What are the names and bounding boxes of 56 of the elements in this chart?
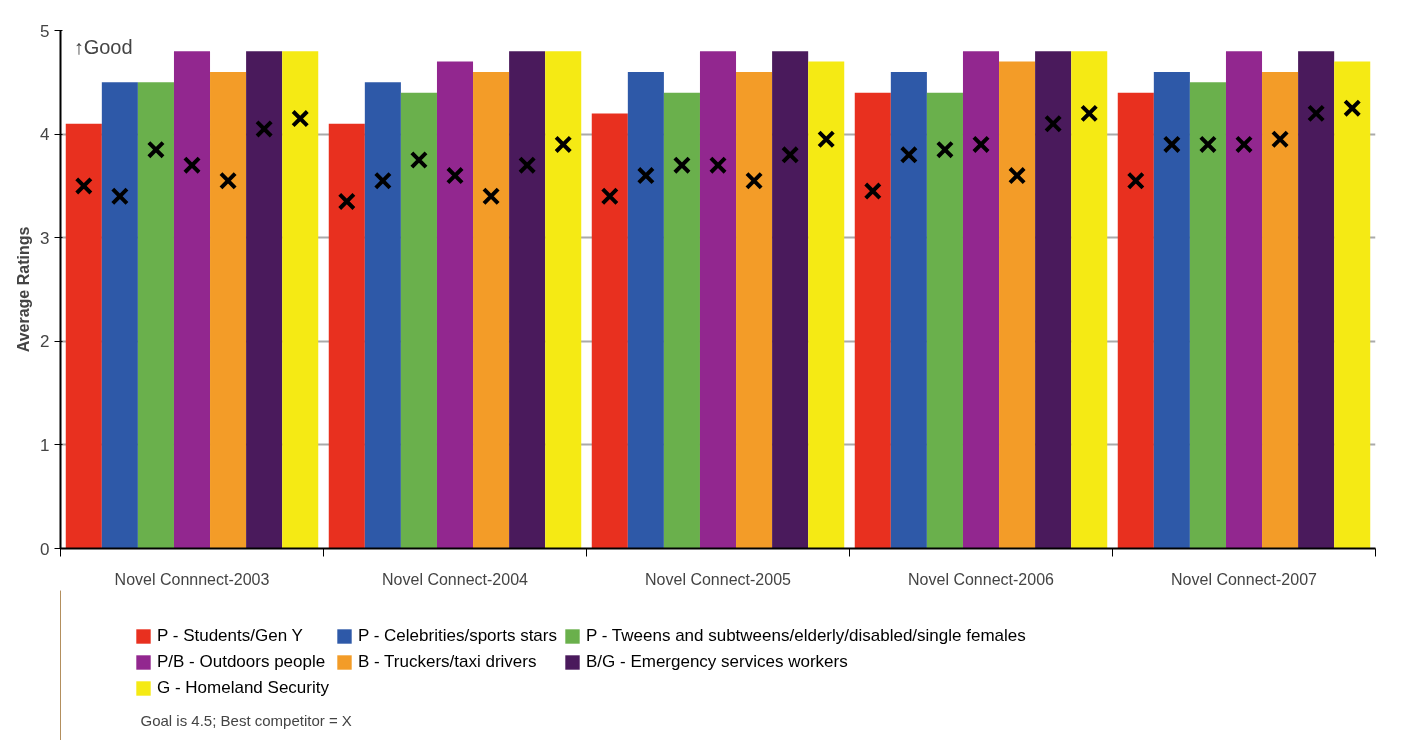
bar bbox=[436, 61, 474, 549]
bar bbox=[246, 51, 283, 549]
legend-label: P - Tweens and subtweens/elderly/disabled/single females bbox=[585, 626, 1026, 646]
x-tick-label: Novel Connect-2004 bbox=[382, 570, 529, 588]
legend-label: G - Homeland Security bbox=[157, 678, 329, 698]
bar bbox=[1071, 51, 1108, 549]
bar bbox=[1334, 61, 1371, 549]
bar bbox=[545, 51, 582, 549]
y-tick-label: 1 bbox=[40, 435, 50, 455]
bar bbox=[999, 61, 1036, 549]
legend-label: P/B - Outdoors people bbox=[157, 652, 326, 672]
y-tick-label: 0 bbox=[40, 539, 50, 559]
text: Goal is 4.5; Best competitor = X bbox=[140, 711, 352, 729]
bar bbox=[808, 61, 845, 549]
x-tick-label: Novel Connect-2006 bbox=[908, 570, 1055, 588]
legend-label: P - Celebrities/sports stars bbox=[357, 626, 557, 646]
bar bbox=[1225, 51, 1263, 549]
bar bbox=[627, 71, 664, 549]
bar bbox=[663, 92, 700, 549]
bar bbox=[1035, 51, 1072, 549]
bar bbox=[210, 71, 247, 549]
bar bbox=[1189, 82, 1226, 549]
bar bbox=[772, 51, 809, 549]
bar bbox=[736, 71, 773, 549]
legend-label: B/G - Emergency services workers bbox=[585, 652, 848, 672]
bar bbox=[962, 51, 1000, 549]
bar bbox=[591, 113, 628, 549]
bar bbox=[328, 123, 365, 549]
y-axis-title: Average Ratings bbox=[15, 226, 33, 353]
x-tick-label: Novel Connect-2005 bbox=[645, 570, 792, 588]
x-tick-label: Novel Connect-2007 bbox=[1171, 570, 1318, 588]
bar bbox=[926, 92, 963, 549]
bar bbox=[1262, 71, 1299, 549]
annotation: ↑Good bbox=[73, 35, 133, 58]
bar bbox=[890, 71, 927, 549]
x-tick-label: Novel Connnect-2003 bbox=[114, 570, 270, 588]
legend-label: B - Truckers/taxi drivers bbox=[357, 652, 537, 672]
bar bbox=[65, 123, 102, 549]
y-tick-label: 2 bbox=[40, 332, 50, 352]
bar bbox=[699, 51, 737, 549]
bar bbox=[282, 51, 319, 549]
legend-label: P - Students/Gen Y bbox=[157, 626, 303, 646]
bar bbox=[509, 51, 546, 549]
y-tick-label: 5 bbox=[40, 21, 50, 41]
bar bbox=[364, 82, 401, 549]
y-tick-label: 3 bbox=[40, 228, 50, 248]
bar bbox=[400, 92, 437, 549]
bar bbox=[473, 71, 510, 549]
bar bbox=[1298, 51, 1335, 549]
bar bbox=[173, 51, 211, 549]
y-tick-label: 4 bbox=[40, 125, 50, 145]
bar bbox=[1117, 92, 1154, 549]
bar bbox=[137, 82, 174, 549]
bar bbox=[101, 82, 138, 549]
bar bbox=[1153, 71, 1190, 549]
bar bbox=[854, 92, 891, 549]
